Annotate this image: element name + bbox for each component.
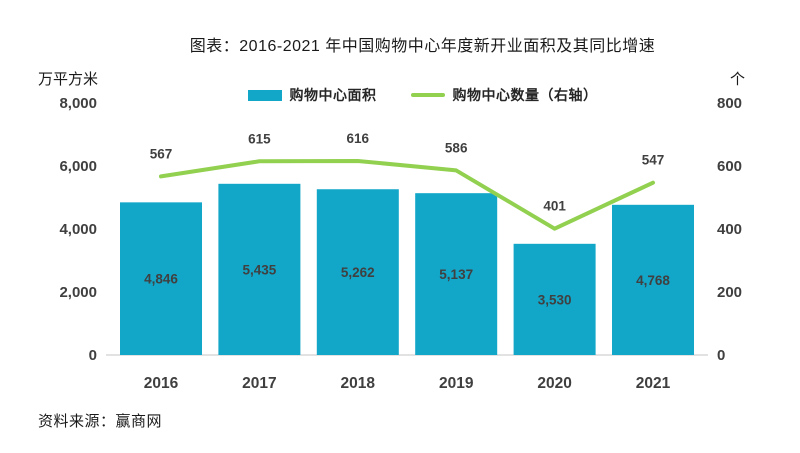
left-axis-unit: 万平方米 <box>38 71 99 88</box>
point-value-label: 616 <box>347 131 370 146</box>
bar-value-label: 4,846 <box>144 272 178 287</box>
x-axis-label: 2017 <box>242 375 276 392</box>
line-series <box>159 158 655 231</box>
bar <box>218 183 301 355</box>
bar <box>612 204 694 355</box>
chart-title: 图表：2016-2021 年中国购物中心年度新开业面积及其同比增速 <box>189 38 656 55</box>
point-value-label: 615 <box>248 131 271 146</box>
legend-label-line: 购物中心数量（右轴） <box>452 87 598 103</box>
bar-value-label: 4,768 <box>636 273 670 288</box>
bar <box>513 243 596 355</box>
right-axis-tick-label: 600 <box>717 158 742 175</box>
left-axis-tick-label: 2,000 <box>59 284 97 301</box>
bar <box>120 202 202 355</box>
right-axis-tick-label: 400 <box>717 221 742 238</box>
point-value-label: 567 <box>150 146 173 161</box>
line-series-swatch-icon <box>410 93 445 97</box>
left-axis-tick-label: 4,000 <box>59 221 97 238</box>
bar <box>316 189 399 355</box>
point-value-label: 586 <box>445 140 468 155</box>
legend-label-area: 购物中心面积 <box>289 87 377 103</box>
left-axis-tick-label: 0 <box>89 347 97 364</box>
x-axis-label: 2018 <box>341 375 376 392</box>
legend: 购物中心面积 购物中心数量（右轴） <box>45 85 800 105</box>
right-axis-unit: 个 <box>730 71 746 88</box>
x-axis-label: 2021 <box>636 375 671 392</box>
right-axis-tick-label: 800 <box>717 95 742 112</box>
bar-value-label: 5,137 <box>439 267 473 282</box>
bar-value-label: 5,435 <box>243 262 277 277</box>
bar-series-swatch-icon <box>247 89 282 101</box>
right-axis-tick-label: 0 <box>717 347 725 364</box>
x-axis-label: 2016 <box>144 375 179 392</box>
left-axis-tick-label: 6,000 <box>59 158 97 175</box>
left-axis-tick-label: 8,000 <box>59 95 97 112</box>
legend-item-area: 购物中心面积 <box>247 85 377 105</box>
bar-value-label: 3,530 <box>538 292 572 307</box>
legend-item-line: 购物中心数量（右轴） <box>410 85 598 105</box>
bar-value-label: 5,262 <box>341 265 375 280</box>
source-note: 资料来源：赢商网 <box>38 413 163 430</box>
x-axis-label: 2019 <box>439 375 474 392</box>
x-axis-label: 2020 <box>537 375 571 392</box>
right-axis-tick-label: 200 <box>717 284 742 301</box>
point-value-label: 401 <box>543 199 566 214</box>
bar <box>415 193 498 355</box>
point-value-label: 547 <box>642 153 665 168</box>
